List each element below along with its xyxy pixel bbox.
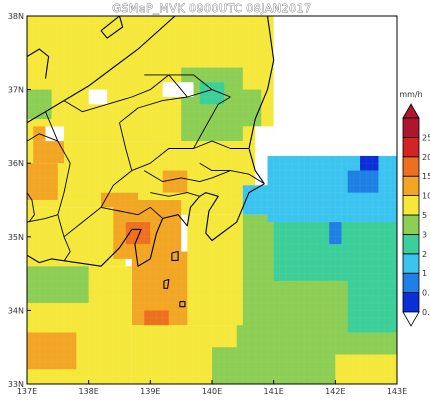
rain-region-white-patch-2: [162, 82, 194, 97]
coast-izu-oshima: [171, 250, 179, 261]
rain-region-offshore-white: [273, 16, 397, 156]
colorbar-swatch: [402, 136, 420, 158]
boundary-ibaraki-chiba: [199, 162, 265, 185]
lon-tick-label: 138E: [79, 387, 99, 396]
precipitation-field: [27, 16, 397, 384]
prefecture-boundaries: [27, 74, 265, 262]
colorbar-label: 0.1: [422, 308, 430, 317]
boundary-ishikawa-toyama: [27, 111, 59, 142]
colorbar-label: 15: [422, 172, 430, 181]
rain-region-gifu-orange: [27, 163, 58, 200]
colorbar-label: 3: [422, 230, 427, 239]
lon-tick-label: 140E: [202, 387, 222, 396]
colorbar-bottom-arrow: [402, 311, 420, 327]
coast-pacific-east-coast: [248, 16, 275, 185]
lon-tick-label: 142E: [325, 387, 345, 396]
colorbar-label: 10: [422, 192, 430, 201]
lat-tick-label: 34N: [8, 306, 24, 315]
rain-region-sky-west-extension: [242, 185, 286, 215]
boundary-nagano-east: [63, 122, 133, 238]
lat-tick-label: 38N: [8, 12, 24, 21]
rain-region-tochigi-green: [218, 89, 262, 127]
colorbar-swatch: [402, 117, 420, 138]
rain-region-sw-orange: [27, 332, 77, 370]
colorbar-swatch: [402, 253, 420, 274]
colorbar-label: 0.5: [422, 289, 430, 298]
rain-region-shizuoka-dark: [125, 222, 151, 245]
boundary-nagano-west: [57, 140, 71, 237]
rain-region-tokai-yellow: [27, 207, 126, 267]
lat-tick-label: 33N: [8, 380, 24, 389]
boundary-tokyo-kanagawa: [150, 192, 200, 197]
coast-noto-peninsula: [27, 48, 50, 79]
coastlines: [27, 16, 275, 308]
rain-region-sky-blue-core: [329, 222, 342, 245]
boundary-niigata-nagano: [63, 74, 213, 113]
map-title: GSMaP_MVK 0900UTC 08JAN2017: [112, 2, 311, 15]
boundary-gunma-north: [119, 89, 231, 124]
lon-tick-label: 137E: [17, 387, 37, 396]
coast-suruga-bay: [27, 229, 133, 267]
lon-tick-label: 139E: [140, 387, 160, 396]
rain-region-fukushima-teal: [199, 82, 225, 105]
coast-tokyo-bay-west: [162, 195, 201, 227]
coast-miyakejima: [179, 301, 186, 308]
boundary-fukushima-gunma: [144, 74, 188, 98]
colorbar-unit: mm/h: [399, 90, 422, 99]
rain-region-white-patch-1: [88, 89, 108, 105]
lat-tick-label: 37N: [8, 86, 24, 95]
coast-sado-island: [100, 16, 124, 39]
colorbar-label: 20: [422, 153, 430, 162]
colorbar-swatch: [402, 233, 420, 255]
lat-tick-label: 36N: [8, 159, 24, 168]
colorbar-swatch: [402, 156, 420, 177]
rain-region-east-navy: [360, 155, 379, 171]
colorbar-label: 5: [422, 211, 427, 220]
coast-honshu-coast: [27, 16, 176, 124]
colorbar-label: 2: [422, 250, 427, 259]
rain-region-far-se-yellow: [335, 354, 397, 384]
colorbar-label: 1: [422, 269, 427, 278]
longitude-axis: 137E 138E 139E 140E 141E 142E 143E: [17, 380, 407, 396]
boundary-aichi-shizuoka: [63, 236, 71, 262]
colorbar-label: 25: [422, 133, 430, 142]
colorbar-swatch: [402, 292, 420, 313]
grid-texture: [27, 16, 397, 384]
rain-region-se-teal: [347, 266, 397, 333]
boundary-saitama-south: [143, 170, 231, 183]
boundary-tochigi-ibaraki: [193, 96, 231, 149]
lon-tick-label: 143E: [387, 387, 407, 396]
colorbar-swatch: [402, 272, 420, 294]
coast-izu-peninsula: [131, 218, 164, 267]
colorbar-legend: mm/h 0.1 0.5 1 2 3 5 10 15 20 25: [399, 90, 430, 327]
rain-region-south-green-tail: [212, 347, 249, 384]
rain-region-kanto-orange: [162, 170, 188, 193]
colorbar-swatch: [402, 214, 420, 235]
colorbar-swatch: [402, 195, 420, 216]
boundary-gifu-aichi: [27, 214, 58, 223]
colorbar-top-arrow: [402, 103, 420, 119]
boundary-yamanashi-shizuoka: [100, 206, 163, 219]
rain-region-central-yellow: [187, 214, 243, 326]
rain-region-west-green: [27, 89, 52, 120]
rain-region-east-blue: [347, 170, 379, 193]
coast-niijima: [163, 278, 170, 289]
lat-tick-label: 35N: [8, 233, 24, 242]
lake-lake-biwa-edge: [27, 192, 35, 223]
coast-boso-peninsula: [199, 183, 265, 242]
rain-region-offshore-white-gap: [255, 126, 274, 156]
rain-region-sw-green: [27, 266, 89, 304]
latitude-axis: 33N 34N 35N 36N 37N 38N: [8, 12, 31, 389]
lon-tick-label: 141E: [264, 387, 284, 396]
colorbar-swatch: [402, 175, 420, 196]
